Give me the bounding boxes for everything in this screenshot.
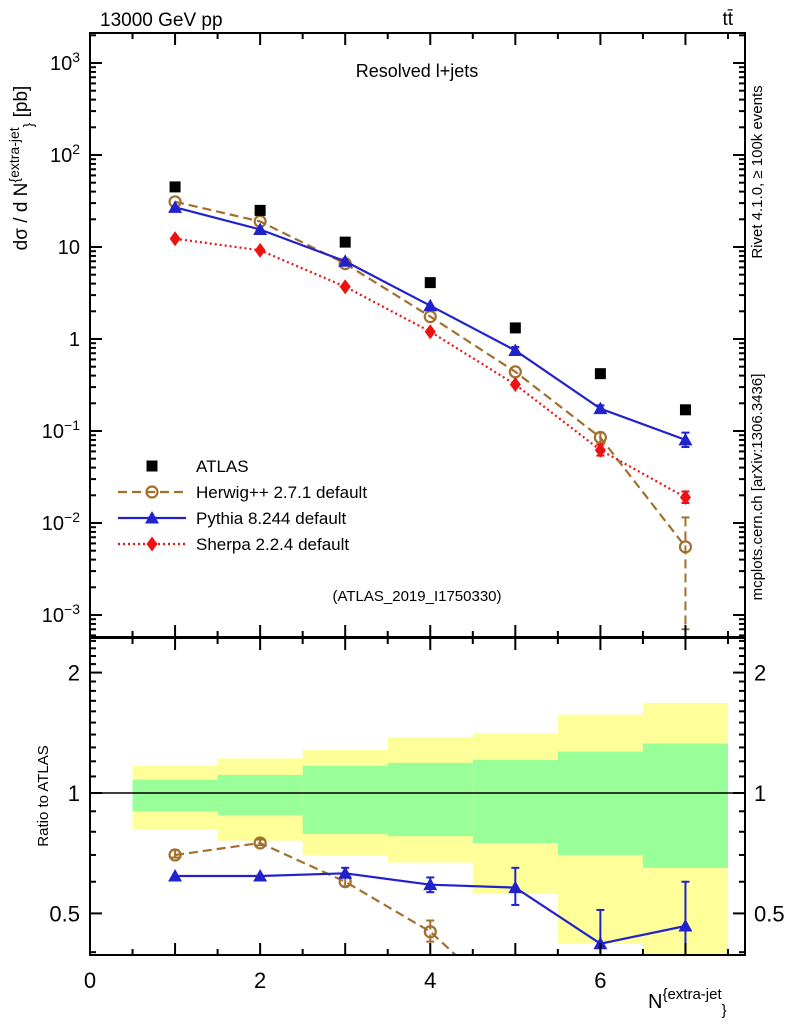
note-rivet-version: Rivet 4.1.0, ≥ 100k events: [749, 85, 766, 258]
pythia-marker: [423, 298, 438, 312]
atlas-marker: [594, 368, 606, 380]
series-pythia-main: [168, 200, 693, 449]
legend-item-sherpa: Sherpa 2.2.4 default: [118, 535, 349, 554]
series-herwig-line: [174, 841, 458, 955]
y-axis-label-units: [pb]: [11, 86, 32, 123]
pythia-marker: [168, 869, 183, 882]
herwig-marker: [145, 485, 159, 499]
header-beam-energy: 13000 GeV pp: [100, 10, 223, 31]
x-axis-label-brace: }: [722, 1002, 727, 1019]
atlas-marker: [146, 460, 158, 472]
herwig-marker: [423, 925, 437, 939]
ratio-frame: [89, 637, 746, 956]
x-axis-tick-labels: 0 2 4 6: [84, 968, 607, 993]
sherpa-marker: [169, 231, 181, 247]
sherpa-marker: [339, 279, 351, 295]
pythia-marker: [253, 869, 268, 882]
legend-item-pythia: Pythia 8.244 default: [118, 509, 347, 528]
sherpa-marker: [679, 489, 691, 505]
pythia-marker: [593, 401, 608, 415]
svg-text:10: 10: [58, 237, 80, 259]
pythia-marker: [508, 880, 523, 894]
y-axis-label-superscript: {extra-jet: [6, 127, 22, 182]
pythia-marker: [593, 936, 608, 950]
sherpa-marker: [594, 442, 606, 458]
legend-item-atlas: ATLAS: [146, 457, 249, 476]
svg-text:1: 1: [68, 781, 80, 806]
series-pythia-line: [174, 206, 686, 441]
atlas-marker: [254, 204, 266, 216]
ratio-band-green: [132, 743, 728, 868]
pythia-marker: [168, 200, 183, 213]
svg-text:6: 6: [594, 968, 606, 993]
pythia-marker: [145, 511, 159, 524]
legend-label-pythia: Pythia 8.244 default: [196, 509, 347, 528]
atlas-marker: [339, 236, 351, 248]
svg-text:103: 103: [50, 49, 80, 75]
series-atlas-main: [169, 181, 691, 416]
herwig-marker: [168, 848, 182, 862]
svg-text:4: 4: [424, 968, 436, 993]
svg-text:2: 2: [254, 968, 266, 993]
series-herwig-main: [168, 195, 693, 631]
pythia-marker: [508, 343, 523, 356]
svg-text:1: 1: [69, 329, 80, 351]
pythia-marker: [423, 877, 438, 891]
sherpa-marker: [254, 242, 266, 258]
atlas-marker: [679, 404, 691, 416]
x-axis-label: N{extra-jet}: [648, 986, 727, 1019]
sherpa-marker: [509, 377, 521, 393]
legend-item-herwig: Herwig++ 2.7.1 default: [118, 483, 367, 502]
pythia-marker: [678, 919, 693, 932]
watermark-analysis-id: (ATLAS_2019_I1750330): [332, 588, 501, 605]
note-mcplots-arxiv: mcplots.cern.ch [arXiv:1306.3436]: [749, 374, 766, 601]
ratio-tick-labels: 2 2 1 1 0.5 0.5: [49, 661, 784, 927]
ratio-axis-label: Ratio to ATLAS: [35, 745, 52, 846]
pythia-marker: [338, 254, 353, 267]
x-axis-label-superscript: {extra-jet: [662, 986, 722, 1003]
legend-label-atlas: ATLAS: [196, 457, 249, 476]
herwig-marker: [253, 836, 267, 850]
main-frame: [89, 32, 746, 638]
panel-frames: [89, 32, 746, 956]
x-axis-label-main: N: [648, 991, 662, 1013]
svg-text:10−2: 10−2: [42, 509, 80, 535]
svg-text:1: 1: [754, 781, 766, 806]
pythia-marker: [678, 432, 693, 446]
sherpa-marker: [146, 536, 158, 552]
svg-text:0: 0: [84, 968, 96, 993]
herwig-marker: [678, 540, 693, 554]
svg-text:10−3: 10−3: [42, 601, 80, 627]
axis-ticks: [89, 33, 745, 955]
svg-text:102: 102: [50, 141, 80, 167]
legend: ATLAS Herwig++ 2.7.1 default Pythia 8.244 …: [118, 457, 367, 554]
svg-text:0.5: 0.5: [49, 901, 80, 926]
header-process: tt̄: [722, 9, 733, 30]
atlas-marker: [509, 322, 521, 334]
panel-title: Resolved l+jets: [356, 61, 479, 81]
svg-text:2: 2: [754, 661, 766, 686]
y-axis-label: dσ / d N{extra-jet} [pb]: [6, 86, 36, 251]
svg-text:2: 2: [68, 661, 80, 686]
pythia-marker: [253, 222, 268, 235]
y-axis-label-brace: }: [20, 122, 36, 127]
legend-label-sherpa: Sherpa 2.2.4 default: [196, 535, 349, 554]
series-sherpa-main: [169, 231, 691, 505]
pythia-marker: [338, 866, 353, 879]
legend-label-herwig: Herwig++ 2.7.1 default: [196, 483, 367, 502]
svg-text:10−1: 10−1: [42, 417, 80, 443]
svg-text:0.5: 0.5: [754, 901, 785, 926]
atlas-marker: [169, 181, 181, 193]
y-axis-label-main: dσ / d N: [11, 183, 32, 251]
sherpa-marker: [424, 324, 436, 340]
atlas-marker: [424, 277, 436, 289]
